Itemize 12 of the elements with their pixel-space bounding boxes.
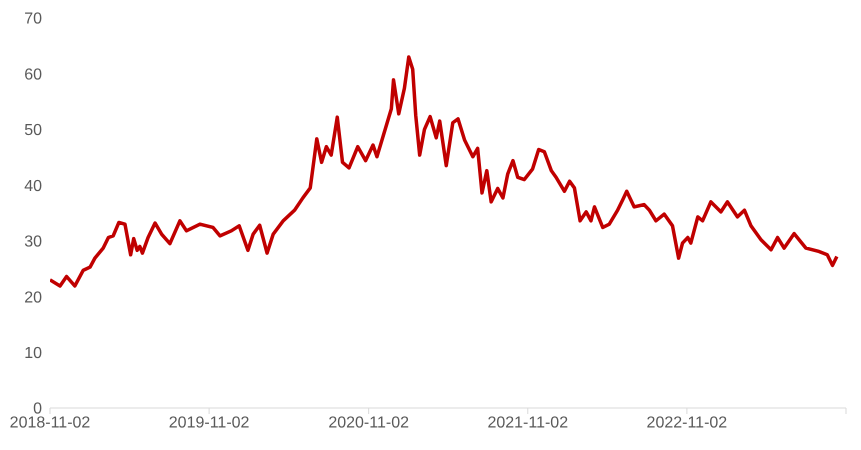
x-tick-label: 2019-11-02 — [168, 414, 250, 432]
line-series — [50, 55, 839, 288]
y-tick-label: 40 — [24, 178, 42, 195]
y-tick-label: 30 — [24, 234, 42, 251]
y-tick-label: 50 — [24, 122, 42, 140]
x-tick-label: 2021-11-02 — [487, 414, 568, 432]
y-tick-label: 20 — [24, 289, 42, 306]
x-tick-label: 2020-11-02 — [328, 414, 410, 432]
y-tick-label: 10 — [24, 344, 42, 362]
y-tick-label: 70 — [24, 10, 42, 28]
x-tick-label: 2022-11-02 — [646, 414, 728, 432]
y-tick-label: 60 — [24, 66, 42, 84]
